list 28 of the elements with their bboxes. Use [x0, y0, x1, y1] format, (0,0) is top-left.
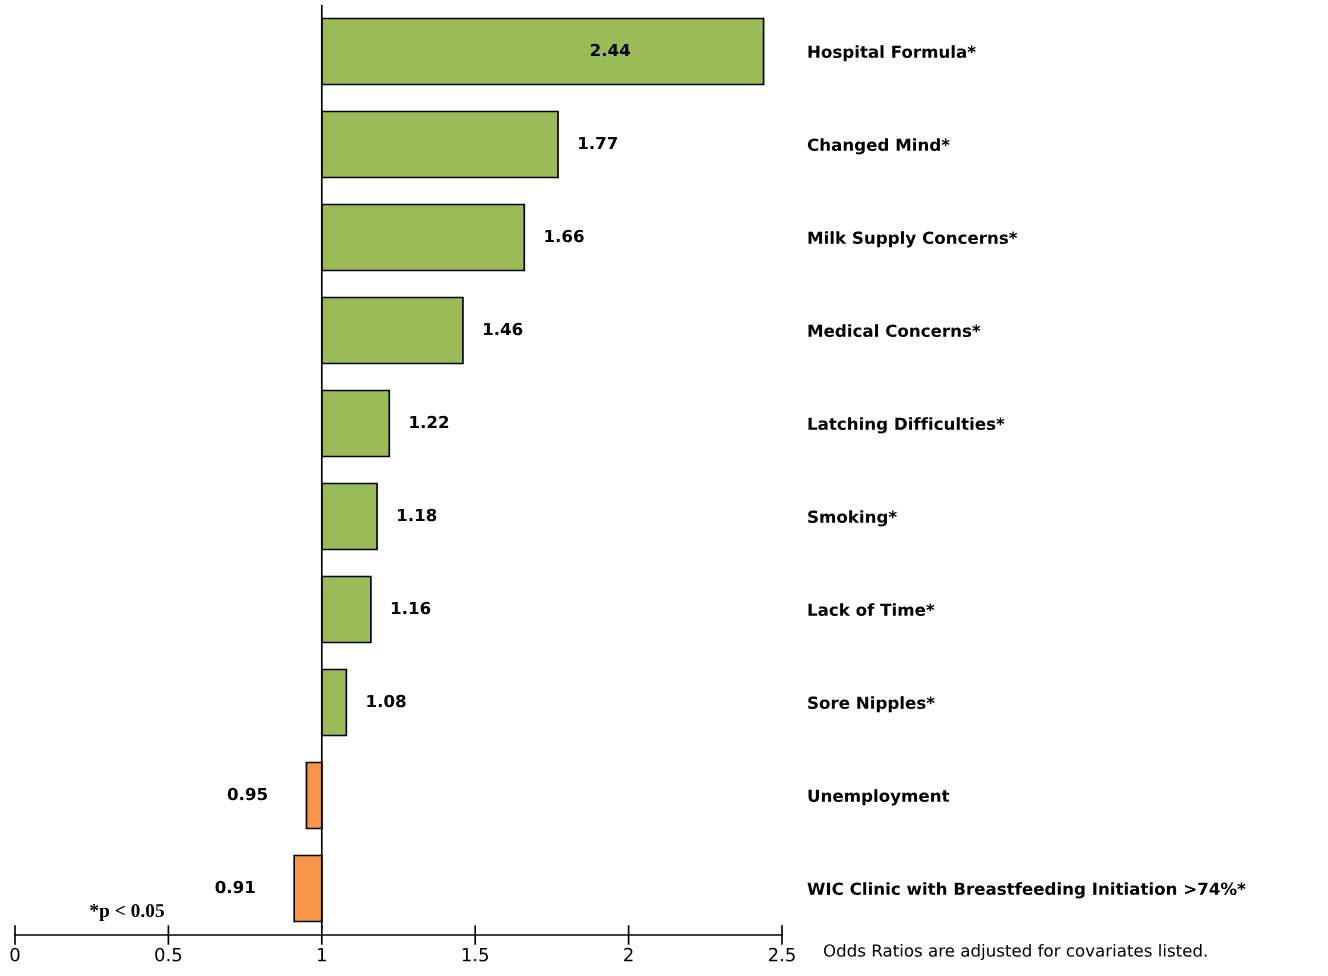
x-tick-label: 1	[318, 948, 326, 962]
y-tick-label: Unemployment	[808, 789, 950, 806]
y-tick-label: Smoking*	[808, 510, 897, 527]
data-label: 1.46	[483, 322, 523, 336]
x-tick-label: 2.5	[768, 947, 795, 962]
y-tick-label: Milk Supply Concerns*	[808, 231, 1018, 248]
x-tick-label: 2	[624, 947, 633, 962]
data-label: 1.18	[398, 508, 437, 522]
data-label: 0.95	[227, 787, 267, 801]
x-tick-label: 0.5	[155, 947, 182, 962]
y-tick-label: WIC Clinic with Breastfeeding Initiation >74%*	[807, 882, 1246, 899]
text: Odds Ratios are adjusted for covariates listed.	[823, 943, 1207, 961]
x-tick-label: 1.5	[462, 948, 488, 962]
data-label: 1.22	[410, 415, 449, 429]
data-label: 2.44	[590, 43, 630, 57]
y-tick-label: Latching Difficulties*	[808, 417, 1005, 434]
data-label: 0.91	[215, 880, 255, 894]
y-tick-label: Lack of Time*	[808, 603, 935, 617]
data-label: 1.77	[579, 136, 618, 150]
y-tick-label: Hospital Formula*	[808, 45, 976, 62]
annotation: *p < 0.05	[90, 903, 164, 922]
data-label: 1.66	[545, 229, 584, 243]
y-tick-label: Sore Nipples*	[808, 696, 935, 713]
data-label: 1.08	[367, 694, 406, 708]
y-tick-label: Changed Mind*	[807, 138, 950, 155]
data-label: 1.16	[391, 601, 431, 615]
y-tick-label: Medical Concerns*	[808, 324, 981, 338]
x-tick-label: 0	[10, 947, 20, 962]
